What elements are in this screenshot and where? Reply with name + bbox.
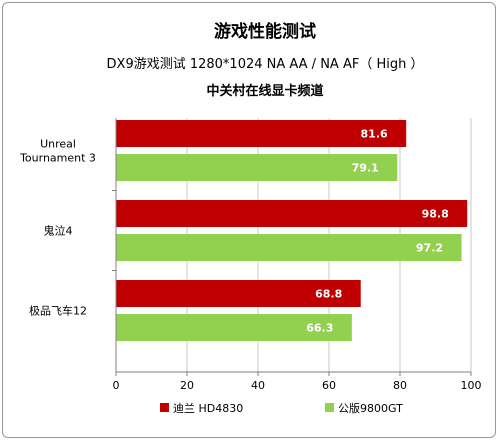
x-tick-label: 100: [461, 379, 482, 392]
x-tick-label: 0: [113, 379, 120, 392]
data-label: 81.6: [361, 128, 388, 141]
chart-subtitle: DX9游戏测试 1280*1024 NA AA / NA AF（ High ）: [107, 57, 424, 72]
x-tick-label: 40: [251, 379, 265, 392]
data-label: 79.1: [352, 162, 379, 175]
legend-swatch: [325, 403, 334, 412]
bar-series1: [116, 200, 468, 227]
legend: 迪兰 HD4830 公版9800GT: [160, 401, 403, 415]
x-tick-label: 80: [393, 379, 407, 392]
data-label: 97.2: [416, 242, 443, 255]
data-label: 66.3: [306, 322, 333, 335]
bar-series1: [116, 280, 361, 307]
x-tick-label: 20: [180, 379, 194, 392]
x-tick-label: 60: [322, 379, 336, 392]
bar-series1: [116, 120, 407, 147]
legend-swatch: [160, 403, 169, 412]
legend-label: 迪兰 HD4830: [173, 402, 243, 415]
data-label: 68.8: [315, 288, 342, 301]
chart-source: 中关村在线显卡频道: [206, 83, 323, 99]
category-label: 极品飞车12: [29, 304, 87, 318]
category-label: Unreal: [40, 138, 76, 151]
bar-series2: [116, 314, 352, 341]
legend-label: 公版9800GT: [338, 401, 403, 415]
chart-title: 游戏性能测试: [214, 21, 316, 42]
category-label: 鬼泣4: [44, 224, 73, 238]
bar-series2: [116, 234, 462, 261]
data-label: 98.8: [422, 208, 449, 221]
category-label: Tournament 3: [19, 152, 96, 165]
bar-series2: [116, 154, 398, 181]
